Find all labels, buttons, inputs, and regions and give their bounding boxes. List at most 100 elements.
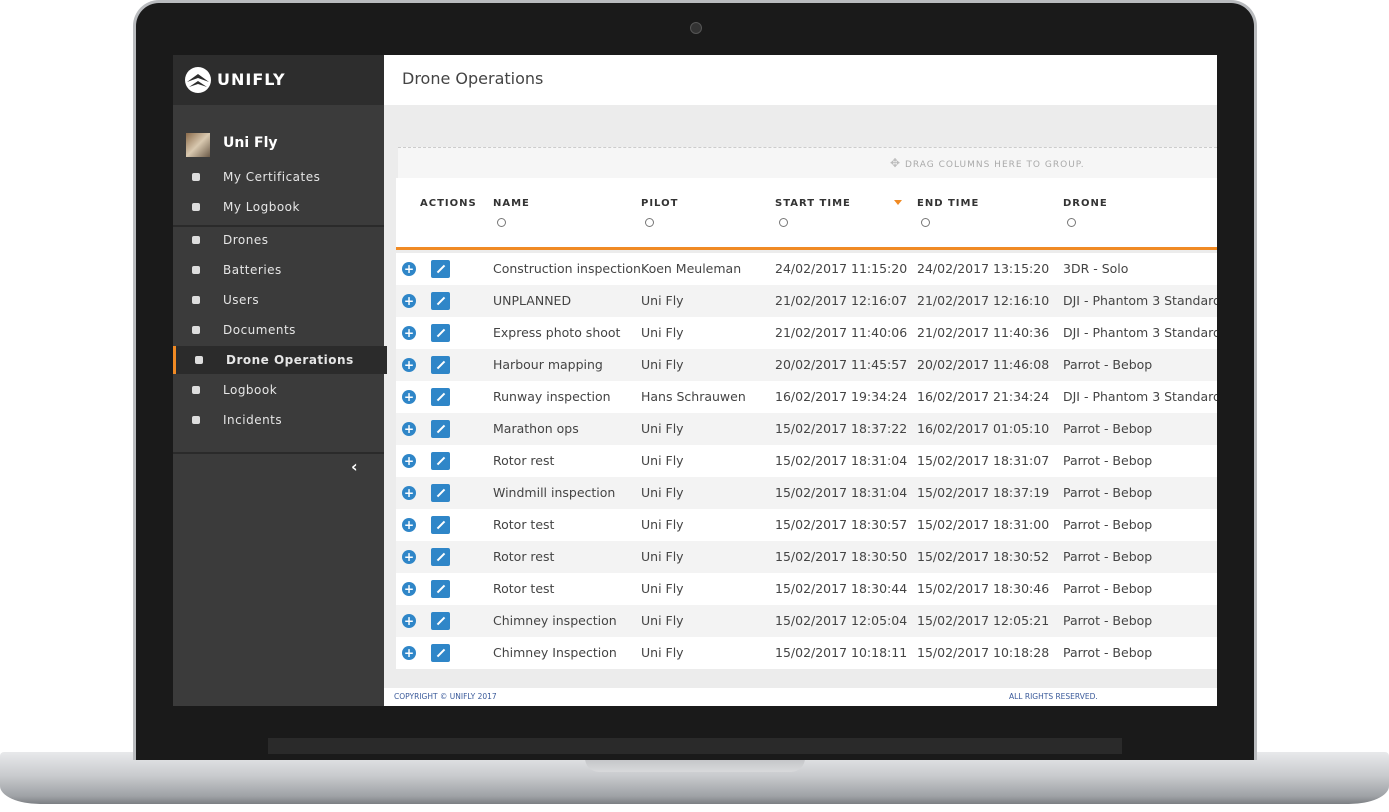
column-header[interactable]: NAME [493,198,530,209]
cell: Marathon ops [493,421,579,436]
menu-label: Documents [223,323,296,337]
copyright: COPYRIGHT © UNIFLY 2017 [394,692,497,701]
cell: 15/02/2017 18:31:07 [917,453,1050,468]
menu-item[interactable]: Documents [173,316,384,344]
expand-button[interactable]: + [402,454,416,468]
cell: 15/02/2017 10:18:28 [917,645,1050,660]
cell: Rotor rest [493,453,555,468]
expand-button[interactable]: + [402,262,416,276]
menu-label: Incidents [223,413,283,427]
expand-button[interactable]: + [402,518,416,532]
edit-button[interactable] [431,612,450,630]
cell: Parrot - Bebop [1063,357,1153,372]
column-header[interactable]: DRONE [1063,198,1108,209]
cell: 16/02/2017 01:05:10 [917,421,1050,436]
edit-button[interactable] [431,420,450,438]
filter-icon[interactable] [497,218,506,227]
expand-button[interactable]: + [402,422,416,436]
expand-button[interactable]: + [402,294,416,308]
menu-label: Drone Operations [226,353,354,367]
column-header[interactable]: ACTIONS [420,198,477,209]
table-row: + UNPLANNED Uni Fly 21/02/2017 12:16:07 21/0… [396,285,1217,317]
sort-indicator [894,200,902,205]
table-row: + Rotor rest Uni Fly 15/02/2017 18:30:50 15/… [396,541,1217,573]
cell: Koen Meuleman [641,261,742,276]
table-row: + Rotor test Uni Fly 15/02/2017 18:30:57 15/… [396,509,1217,541]
edit-button[interactable] [431,644,450,662]
expand-button[interactable]: + [402,614,416,628]
expand-button[interactable]: + [402,326,416,340]
cell: Rotor test [493,517,555,532]
cell: Uni Fly [641,421,684,436]
edit-button[interactable] [431,356,450,374]
expand-button[interactable]: + [402,550,416,564]
edit-button[interactable] [431,260,450,278]
table-row: + Harbour mapping Uni Fly 20/02/2017 11:45:… [396,349,1217,381]
table-row: + Construction inspection Koen Meuleman 24/… [396,253,1217,285]
menu-item[interactable]: Users [173,286,384,314]
cell: Uni Fly [641,293,684,308]
menu-icon [192,236,200,244]
menu-item[interactable]: Logbook [173,376,384,404]
main: Drone Operations ✥ DRAG COLUMNS HERE TO … [384,55,1217,706]
filter-icon[interactable] [1067,218,1076,227]
cell: UNPLANNED [493,293,572,308]
cell: 24/02/2017 11:15:20 [775,261,908,276]
edit-button[interactable] [431,388,450,406]
menu-item[interactable]: Drone Operations [173,346,387,374]
cell: 16/02/2017 21:34:24 [917,389,1050,404]
edit-button[interactable] [431,452,450,470]
menu-label: My Logbook [223,200,300,214]
cell: Uni Fly [641,613,684,628]
menu-icon [192,386,200,394]
expand-button[interactable]: + [402,582,416,596]
expand-button[interactable]: + [402,486,416,500]
expand-button[interactable]: + [402,390,416,404]
group-bar: ✥ DRAG COLUMNS HERE TO GROUP. [398,147,1217,179]
cell: Windmill inspection [493,485,616,500]
cell: Runway inspection [493,389,611,404]
menu-label: Drones [223,233,269,247]
filter-icon[interactable] [779,218,788,227]
expand-button[interactable]: + [402,358,416,372]
cell: Uni Fly [641,581,684,596]
cell: 24/02/2017 13:15:20 [917,261,1050,276]
filter-icon[interactable] [921,218,930,227]
logo-icon [185,67,211,93]
cell: Parrot - Bebop [1063,421,1153,436]
edit-button[interactable] [431,292,450,310]
camera [690,22,702,34]
table-row: + Windmill inspection Uni Fly 15/02/2017 18… [396,477,1217,509]
edit-button[interactable] [431,516,450,534]
menu-label: My Certificates [223,170,321,184]
menu-item[interactable]: My Certificates [173,163,384,191]
cell: 15/02/2017 18:30:50 [775,549,908,564]
edit-button[interactable] [431,484,450,502]
edit-button[interactable] [431,548,450,566]
expand-button[interactable]: + [402,646,416,660]
cell: Rotor test [493,581,555,596]
column-header[interactable]: START TIME [775,198,851,209]
footer: COPYRIGHT © UNIFLY 2017 ALL RIGHTS RESER… [384,688,1217,706]
column-header[interactable]: END TIME [917,198,980,209]
cell: Uni Fly [641,549,684,564]
cell: Express photo shoot [493,325,621,340]
menu-item[interactable]: Batteries [173,256,384,284]
menu-item[interactable]: My Logbook [173,193,384,221]
column-header[interactable]: PILOT [641,198,679,209]
cell: 20/02/2017 11:45:57 [775,357,908,372]
cell: DJI - Phantom 3 Standard [1063,293,1217,308]
cell: 21/02/2017 12:16:07 [775,293,908,308]
cell: Chimney Inspection [493,645,617,660]
cell: Uni Fly [641,325,684,340]
cell: Uni Fly [641,517,684,532]
separator [173,225,384,227]
filter-icon[interactable] [645,218,654,227]
table-row: + Express photo shoot Uni Fly 21/02/2017 11… [396,317,1217,349]
collapse-button[interactable]: ‹ [351,457,358,476]
edit-button[interactable] [431,580,450,598]
edit-button[interactable] [431,324,450,342]
cell: 3DR - Solo [1063,261,1129,276]
menu-item[interactable]: Incidents [173,406,384,434]
menu-item[interactable]: Drones [173,226,384,254]
